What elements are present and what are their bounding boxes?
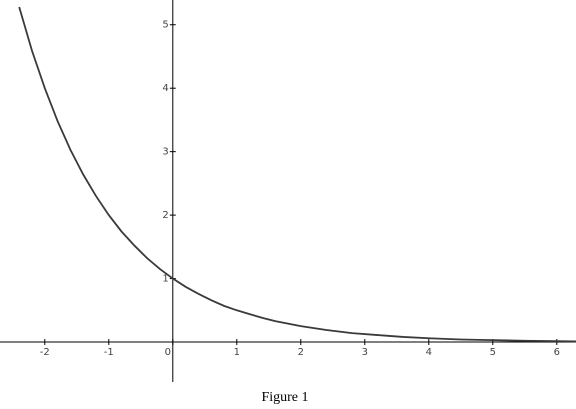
x-tick-label: 4 xyxy=(426,347,432,358)
y-tick-label: 2 xyxy=(162,210,168,221)
x-tick-label: -2 xyxy=(40,347,50,358)
y-tick-label: 5 xyxy=(162,20,168,31)
y-tick-label: 1 xyxy=(162,274,168,285)
caption: Figure 1 xyxy=(261,390,308,405)
x-tick-label: 0 xyxy=(165,347,171,358)
x-tick-label: 3 xyxy=(362,347,368,358)
x-tick-label: 1 xyxy=(234,347,240,358)
curve xyxy=(18,6,576,343)
y-tick-label: 3 xyxy=(162,147,168,158)
x-tick-label: 6 xyxy=(554,347,560,358)
y-tick-label: 4 xyxy=(162,83,168,94)
x-tick-label: 2 xyxy=(298,347,304,358)
x-tick-label: -1 xyxy=(104,347,114,358)
x-tick-label: 5 xyxy=(490,347,496,358)
